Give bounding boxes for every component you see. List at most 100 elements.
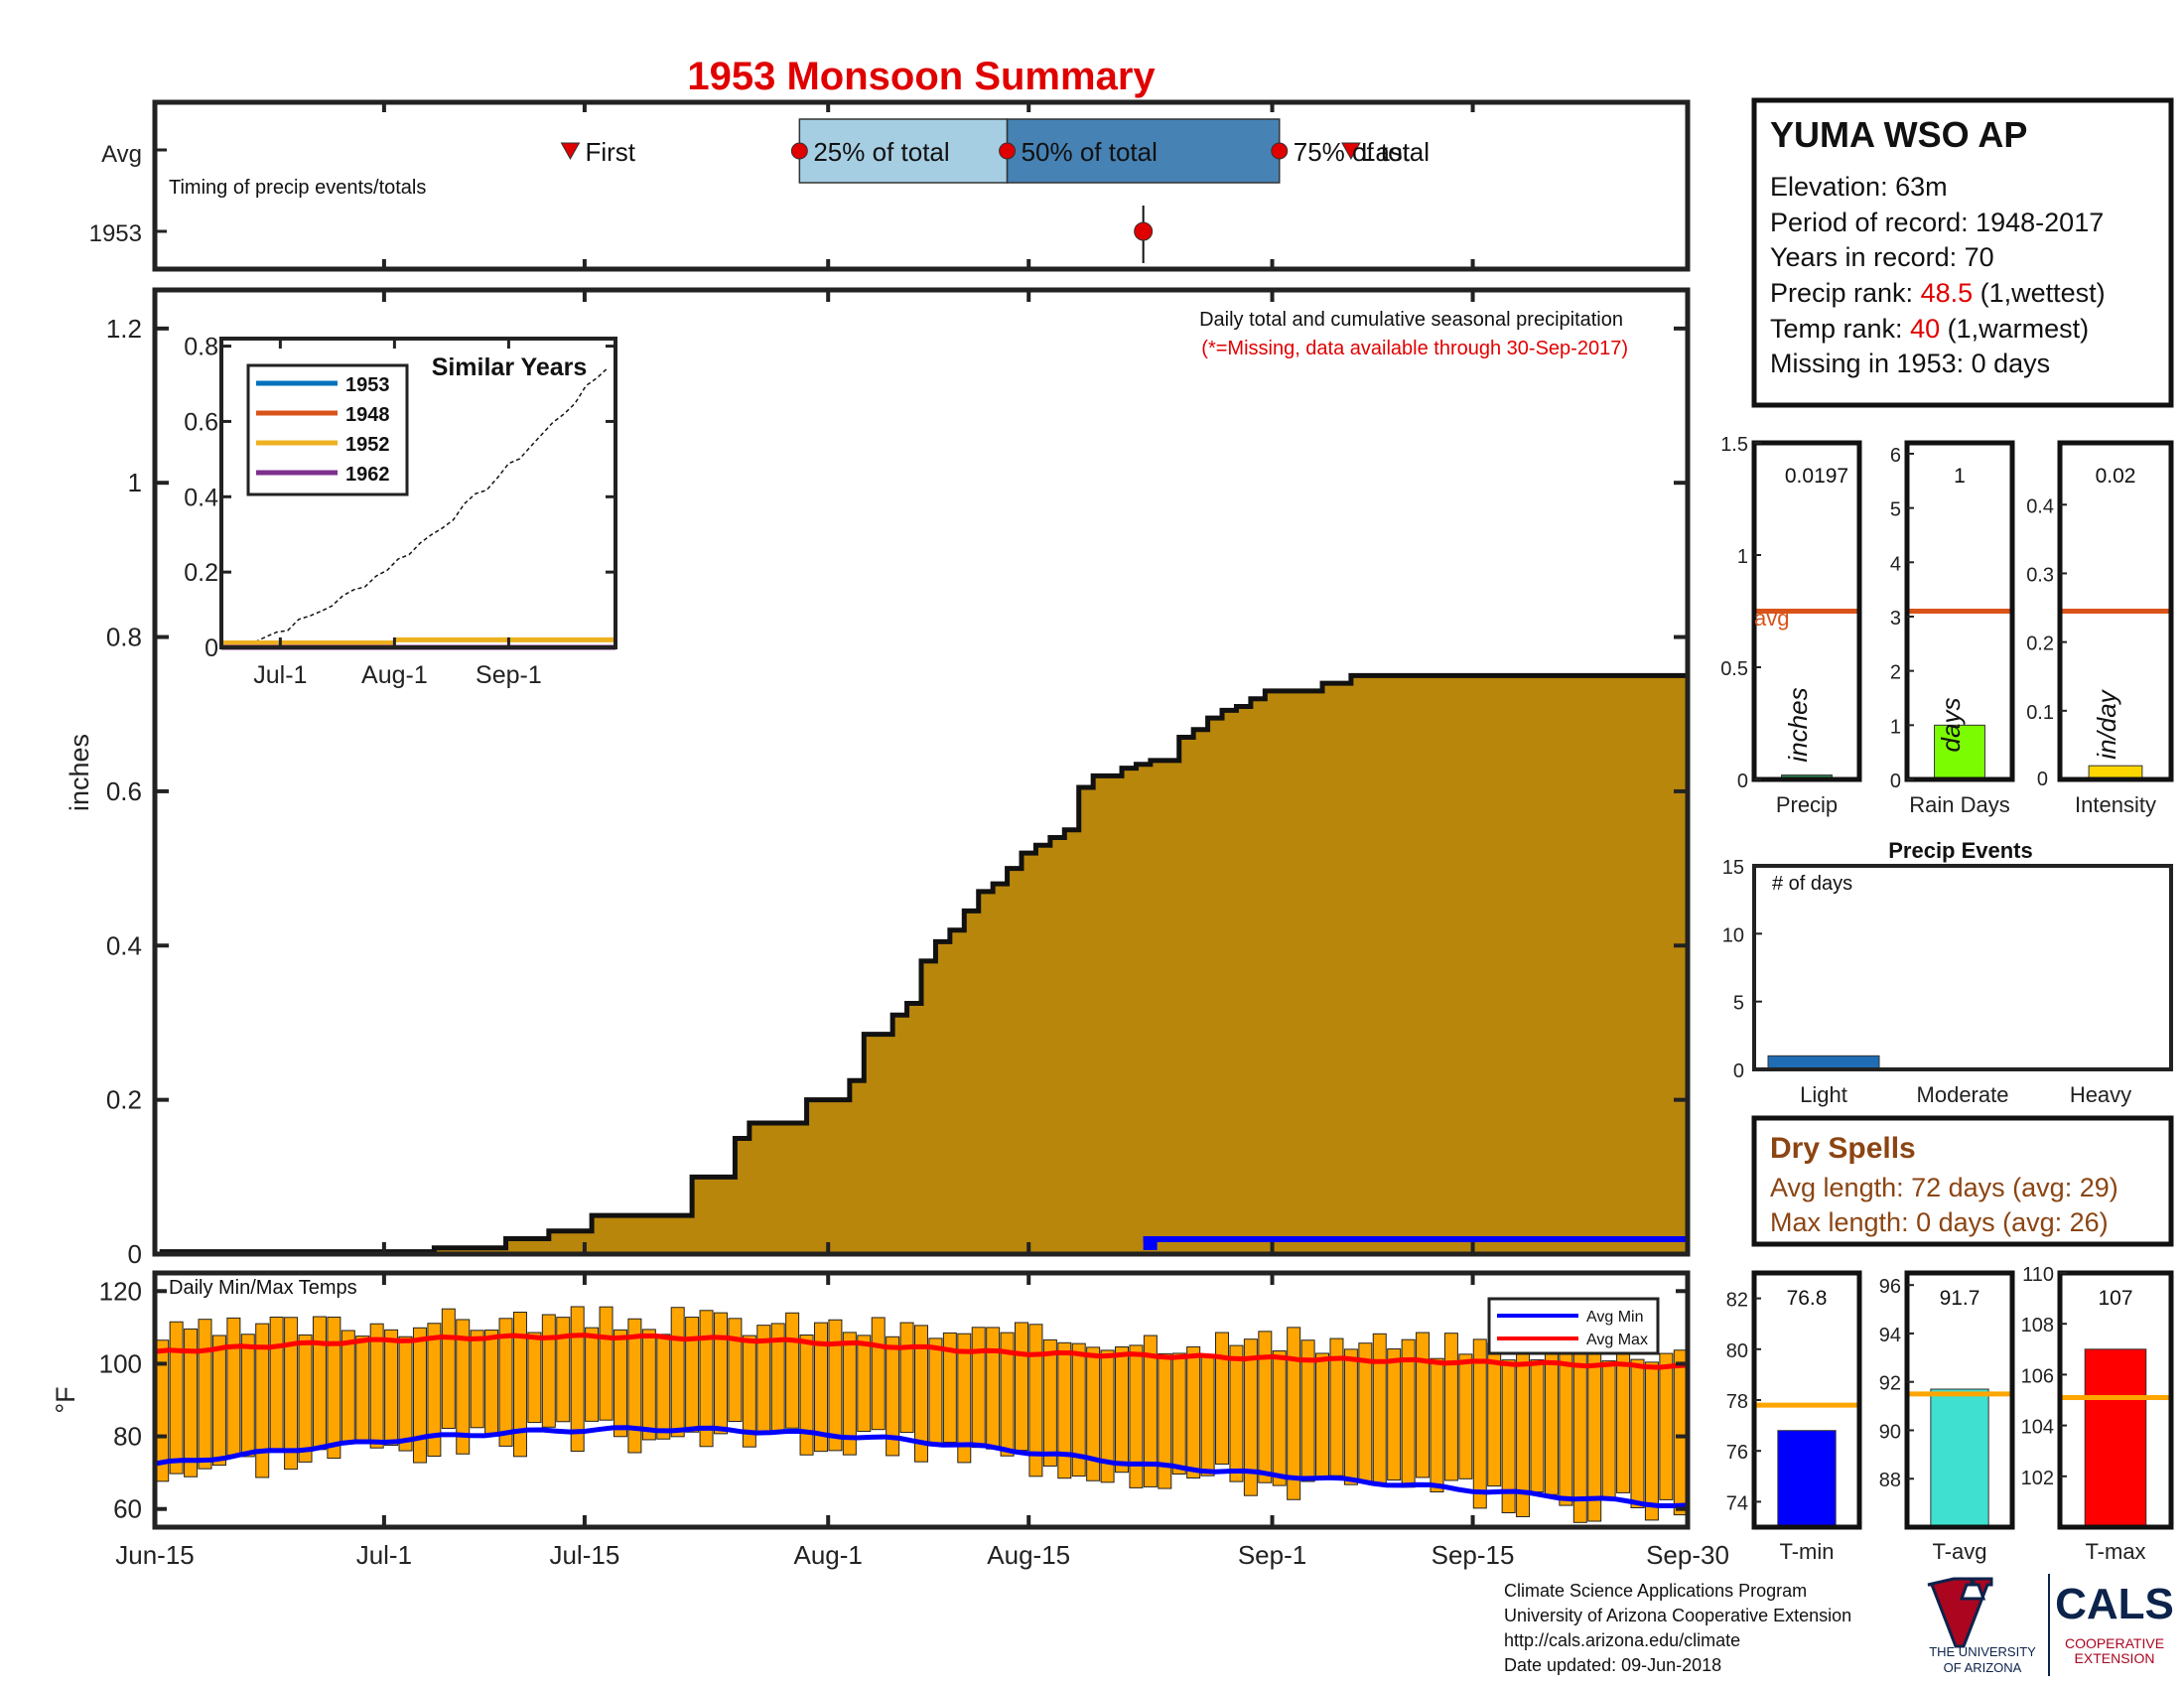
- daily-temp-bar: [1472, 1338, 1487, 1509]
- inset-frame: [219, 337, 617, 649]
- daily-temp-bar: [255, 1323, 270, 1478]
- daily-temp-bar: [498, 1318, 513, 1447]
- daily-temp-bar: [1158, 1352, 1172, 1489]
- cumulative-precip-line: [155, 672, 1688, 1257]
- daily-temp-bar: [971, 1327, 986, 1449]
- timing-25-50-box: [798, 118, 1009, 184]
- daily-temp-bar: [1200, 1353, 1215, 1477]
- daily-temp-bar: [728, 1318, 743, 1423]
- intensity-frame: [2057, 440, 2174, 782]
- daily-temp-bar: [1071, 1342, 1086, 1477]
- daily-temp-bar: [226, 1317, 241, 1456]
- legend-avg-max-label: Avg Max: [1586, 1332, 1648, 1348]
- tmax-xlabel: T-max: [2085, 1539, 2145, 1564]
- intensity-unit-label: in/day: [2092, 688, 2121, 759]
- temp-stats-panels: 74 76 78 80 82 76.8 T-min 88 90 92 94 96 91.7 T-avg 10…: [1726, 1264, 2174, 1564]
- avg-last-marker: [1341, 142, 1361, 161]
- avg-50-label: 50% of total: [1022, 137, 1158, 167]
- main-ylabel: inches: [65, 734, 94, 811]
- daily-temp-bar: [1315, 1352, 1330, 1478]
- daily-temp-bar: [641, 1329, 656, 1441]
- temp-ytick-label: 80: [113, 1422, 142, 1452]
- daily-temp-bar: [527, 1332, 542, 1424]
- station-temp-rank: Temp rank: 40 (1,warmest): [1770, 314, 2089, 344]
- event-bar-light: [1767, 1055, 1880, 1070]
- footer-line3: http://cals.arizona.edu/climate: [1504, 1630, 1740, 1650]
- figure-title: 1953 Monsoon Summary: [687, 55, 1156, 98]
- daily-temp-bar: [928, 1337, 943, 1446]
- inset-legend-label-1952: 1952: [345, 434, 390, 456]
- timing-year-label: 1953: [89, 220, 142, 247]
- daily-temp-bar: [1015, 1322, 1029, 1452]
- station-missing: Missing in 1953: 0 days: [1770, 349, 2050, 378]
- daily-temp-bar: [1171, 1352, 1186, 1476]
- daily-temp-bar: [986, 1327, 1001, 1450]
- panel-intensity: 0.1 0.2 0.3 0.4 0 0.02 in/day Intensity: [2026, 440, 2174, 817]
- daily-temp-bar: [1559, 1349, 1573, 1506]
- dry-spells-frame: [1751, 1115, 2174, 1247]
- main-missing-note: (*=Missing, data available through 30-Se…: [1201, 338, 1628, 359]
- daily-temp-bar: [556, 1317, 571, 1423]
- inset-ytick-label: 0.8: [184, 334, 218, 361]
- daily-temp-bar: [857, 1335, 872, 1433]
- daily-temp-bar: [412, 1327, 427, 1464]
- temp-legend: [1487, 1297, 1660, 1355]
- daily-precip-bar: [1143, 1236, 1158, 1250]
- year-point-marker: [1134, 221, 1154, 241]
- daily-temp-bar: [871, 1317, 886, 1431]
- panel-tavg: 88 90 92 94 96 91.7 T-avg: [1879, 1270, 2015, 1564]
- university-of-arizona-logo: THE UNIVERSITY OF ARIZONA: [1927, 1577, 2036, 1675]
- daily-temp-bar: [169, 1321, 184, 1475]
- footer-line2: University of Arizona Cooperative Extens…: [1504, 1606, 1851, 1625]
- tavg-tick-label: 94: [1879, 1325, 1901, 1346]
- temp-ytick-label: 100: [99, 1348, 142, 1378]
- dry-spell-bar: [1143, 1236, 1688, 1242]
- daily-temp-bar: [1616, 1344, 1631, 1493]
- main-ytick-label: 0: [128, 1239, 142, 1269]
- daily-temp-bar: [284, 1317, 299, 1471]
- precip-tick-label: 0: [1737, 771, 1748, 792]
- daily-temp-bar: [1057, 1341, 1072, 1479]
- daily-temp-bar: [369, 1323, 384, 1449]
- rain_days-frame: [1904, 440, 2015, 782]
- rain_days-tick-label: 0: [1890, 771, 1901, 792]
- daily-temp-bar: [1659, 1352, 1674, 1500]
- daily-temp-bar: [1387, 1348, 1402, 1481]
- temp-ytick-label: 60: [113, 1494, 142, 1524]
- tavg-xlabel: T-avg: [1932, 1539, 1986, 1564]
- daily-temp-bar: [1430, 1357, 1444, 1493]
- daily-temp-bar: [914, 1325, 928, 1463]
- x-tick-label: Aug-15: [987, 1540, 1070, 1570]
- main-ytick-label: 1.2: [106, 314, 142, 344]
- main-ytick-label: 1: [128, 468, 142, 497]
- station-years: Years in record: 70: [1770, 242, 1994, 272]
- tmin-tick-label: 78: [1726, 1391, 1748, 1413]
- daily-temp-bar: [1000, 1332, 1015, 1457]
- precip-xlabel: Precip: [1776, 792, 1838, 817]
- daily-temp-bar: [456, 1319, 471, 1455]
- x-tick-label: Jul-15: [549, 1540, 619, 1570]
- daily-temp-bar: [1186, 1345, 1201, 1478]
- temp-title: Daily Min/Max Temps: [169, 1277, 357, 1299]
- precip-events-inner-label: # of days: [1772, 873, 1852, 895]
- daily-temp-bar: [957, 1333, 972, 1464]
- daily-temp-bar: [1100, 1349, 1115, 1483]
- station-precip-rank: Precip rank: 48.5 (1,wettest): [1770, 278, 2106, 308]
- avg-75-label: 75% of total: [1294, 137, 1430, 167]
- rain_days-tick-label: 2: [1890, 662, 1901, 684]
- tmin-bar: [1777, 1430, 1837, 1528]
- inset-ytick-label: 0.4: [184, 484, 218, 511]
- daily-temp-bar: [799, 1335, 814, 1456]
- daily-temp-bar: [627, 1318, 642, 1454]
- daily-temp-bar: [1343, 1348, 1358, 1485]
- temp-ytick-label: 120: [99, 1276, 142, 1306]
- daily-temp-bar: [341, 1330, 355, 1444]
- daily-temp-bar: [1416, 1332, 1431, 1478]
- inset-ytick-label: 0.2: [184, 559, 218, 587]
- cals-line1: COOPERATIVE: [2065, 1635, 2164, 1651]
- main-ytick-label: 0.8: [106, 623, 142, 652]
- temp-frame: [152, 1270, 1691, 1530]
- intensity-tick-label: 0.4: [2026, 495, 2054, 517]
- daily-temp-bar: [570, 1306, 585, 1453]
